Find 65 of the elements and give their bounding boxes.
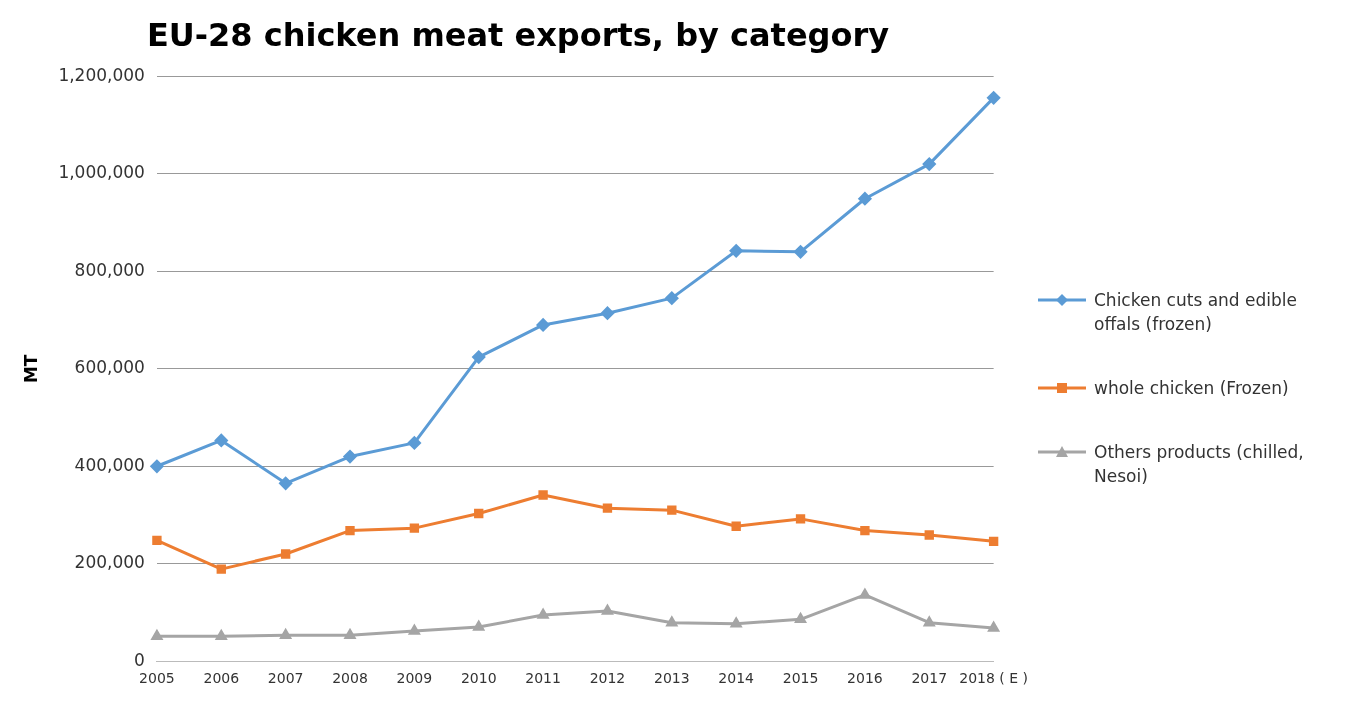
point <box>860 525 870 536</box>
x-tick-label: 2014 <box>718 670 755 687</box>
point <box>858 192 872 206</box>
x-tick-label: 2018 ( E ) <box>959 670 1028 687</box>
y-tick-label: 200,000 <box>74 552 145 573</box>
point <box>667 505 677 515</box>
point <box>407 436 421 450</box>
point <box>602 503 613 513</box>
point <box>343 450 357 464</box>
point <box>216 564 226 574</box>
x-tick-label: 2007 <box>267 670 304 687</box>
point <box>924 530 934 540</box>
y-tick-label: 600,000 <box>74 357 145 378</box>
x-tick-label: 2013 <box>653 670 690 687</box>
x-tick-label: 2015 <box>782 670 819 687</box>
point <box>537 608 549 619</box>
point <box>472 350 486 364</box>
point <box>665 291 679 305</box>
chart-title: EU-28 chicken meat exports, by category <box>146 15 890 54</box>
point <box>794 245 808 259</box>
point <box>859 588 871 599</box>
point <box>795 613 806 624</box>
y-tick-label: 0 <box>134 649 145 670</box>
legend-label: Others products (chilled, Nesoi) <box>1094 441 1305 488</box>
y-tick-label: 400,000 <box>74 454 145 475</box>
point <box>795 514 806 524</box>
point <box>987 91 1001 105</box>
point <box>214 433 228 447</box>
x-tick-label: 2017 <box>911 670 948 687</box>
point <box>344 629 356 640</box>
point <box>150 459 164 473</box>
point <box>536 318 550 332</box>
x-tick-label: 2005 <box>139 670 175 687</box>
point <box>280 549 291 559</box>
x-tick-label: 2006 <box>203 670 240 687</box>
point <box>280 629 292 640</box>
x-tick-label: 2012 <box>589 670 626 687</box>
legend-label: Chicken cuts and edible offals (frozen) <box>1094 289 1298 336</box>
point <box>600 306 614 320</box>
point <box>731 521 741 531</box>
point <box>988 536 999 546</box>
point <box>408 624 420 635</box>
point <box>215 630 227 641</box>
legend-label: whole chicken (Frozen) <box>1094 377 1289 400</box>
y-tick-label: 1,200,000 <box>58 64 145 85</box>
x-tick-label: 2008 <box>332 670 368 687</box>
y-axis-title: MT <box>20 354 41 384</box>
point <box>474 508 484 519</box>
point <box>922 157 936 171</box>
point <box>923 616 935 627</box>
point <box>151 630 163 641</box>
x-tick-label: 2016 <box>847 670 883 687</box>
y-tick-label: 800,000 <box>74 259 145 280</box>
point <box>730 617 742 628</box>
point <box>538 490 548 500</box>
x-tick-label: 2011 <box>525 670 561 687</box>
point <box>152 535 162 546</box>
point <box>729 244 743 258</box>
point <box>666 616 678 627</box>
x-tick-label: 2009 <box>396 670 433 687</box>
x-tick-label: 2010 <box>460 670 497 687</box>
y-tick-label: 1,000,000 <box>58 162 145 183</box>
point <box>409 523 420 533</box>
point <box>279 476 293 490</box>
point <box>345 525 355 536</box>
